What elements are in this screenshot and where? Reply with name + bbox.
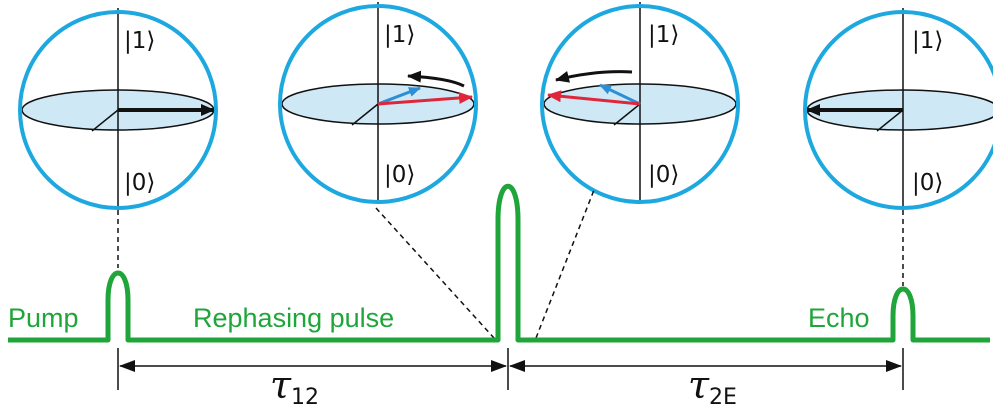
tau2e-label: τ2E xyxy=(688,363,737,410)
sphere-outline xyxy=(540,4,740,204)
red-spin-vector xyxy=(377,91,473,106)
x-axis xyxy=(613,103,641,126)
tau12-symbol: τ xyxy=(270,363,292,407)
ket-0-label: |0⟩ xyxy=(384,162,415,188)
dashed-connectors xyxy=(117,189,904,339)
sphere-outline xyxy=(803,10,993,210)
x-axis xyxy=(876,109,904,132)
time-intervals: τ12 τ2E xyxy=(117,348,904,410)
ket-1-label: |1⟩ xyxy=(648,22,679,48)
tau2e-symbol: τ xyxy=(688,363,710,407)
sphere-outline xyxy=(18,10,218,210)
pulse-train xyxy=(8,184,990,343)
ket-1-label: |1⟩ xyxy=(124,28,155,54)
blue-spin-vector xyxy=(599,83,641,106)
pump-label: Pump xyxy=(8,303,79,333)
ket-0-label: |0⟩ xyxy=(124,170,155,196)
connector-rephasing xyxy=(535,189,595,339)
ket-0-label: |0⟩ xyxy=(912,170,943,196)
echo-label: Echo xyxy=(808,303,870,333)
sphere-dephasing: |1⟩ |0⟩ xyxy=(278,2,478,204)
rephasing-pulse-label: Rephasing pulse xyxy=(193,303,394,333)
red-spin-vector xyxy=(547,90,641,106)
sphere-outline xyxy=(278,4,478,204)
ket-1-label: |1⟩ xyxy=(912,28,943,54)
blue-spin-vector xyxy=(377,86,421,106)
tau12-subscript: 12 xyxy=(291,385,319,410)
precession-arrow xyxy=(407,70,465,88)
precession-arrow xyxy=(555,70,633,83)
x-axis xyxy=(351,103,379,126)
x-axis xyxy=(91,109,119,132)
ket-1-label: |1⟩ xyxy=(384,22,415,48)
tau12-label: τ12 xyxy=(270,363,319,410)
sphere-pump: |1⟩ |0⟩ xyxy=(18,8,218,210)
ket-0-label: |0⟩ xyxy=(648,162,679,188)
connector-dephasing xyxy=(375,207,495,339)
sphere-rephasing: |1⟩ |0⟩ xyxy=(540,2,740,204)
sphere-echo: |1⟩ |0⟩ xyxy=(803,8,993,210)
tau2e-subscript: 2E xyxy=(709,385,737,410)
